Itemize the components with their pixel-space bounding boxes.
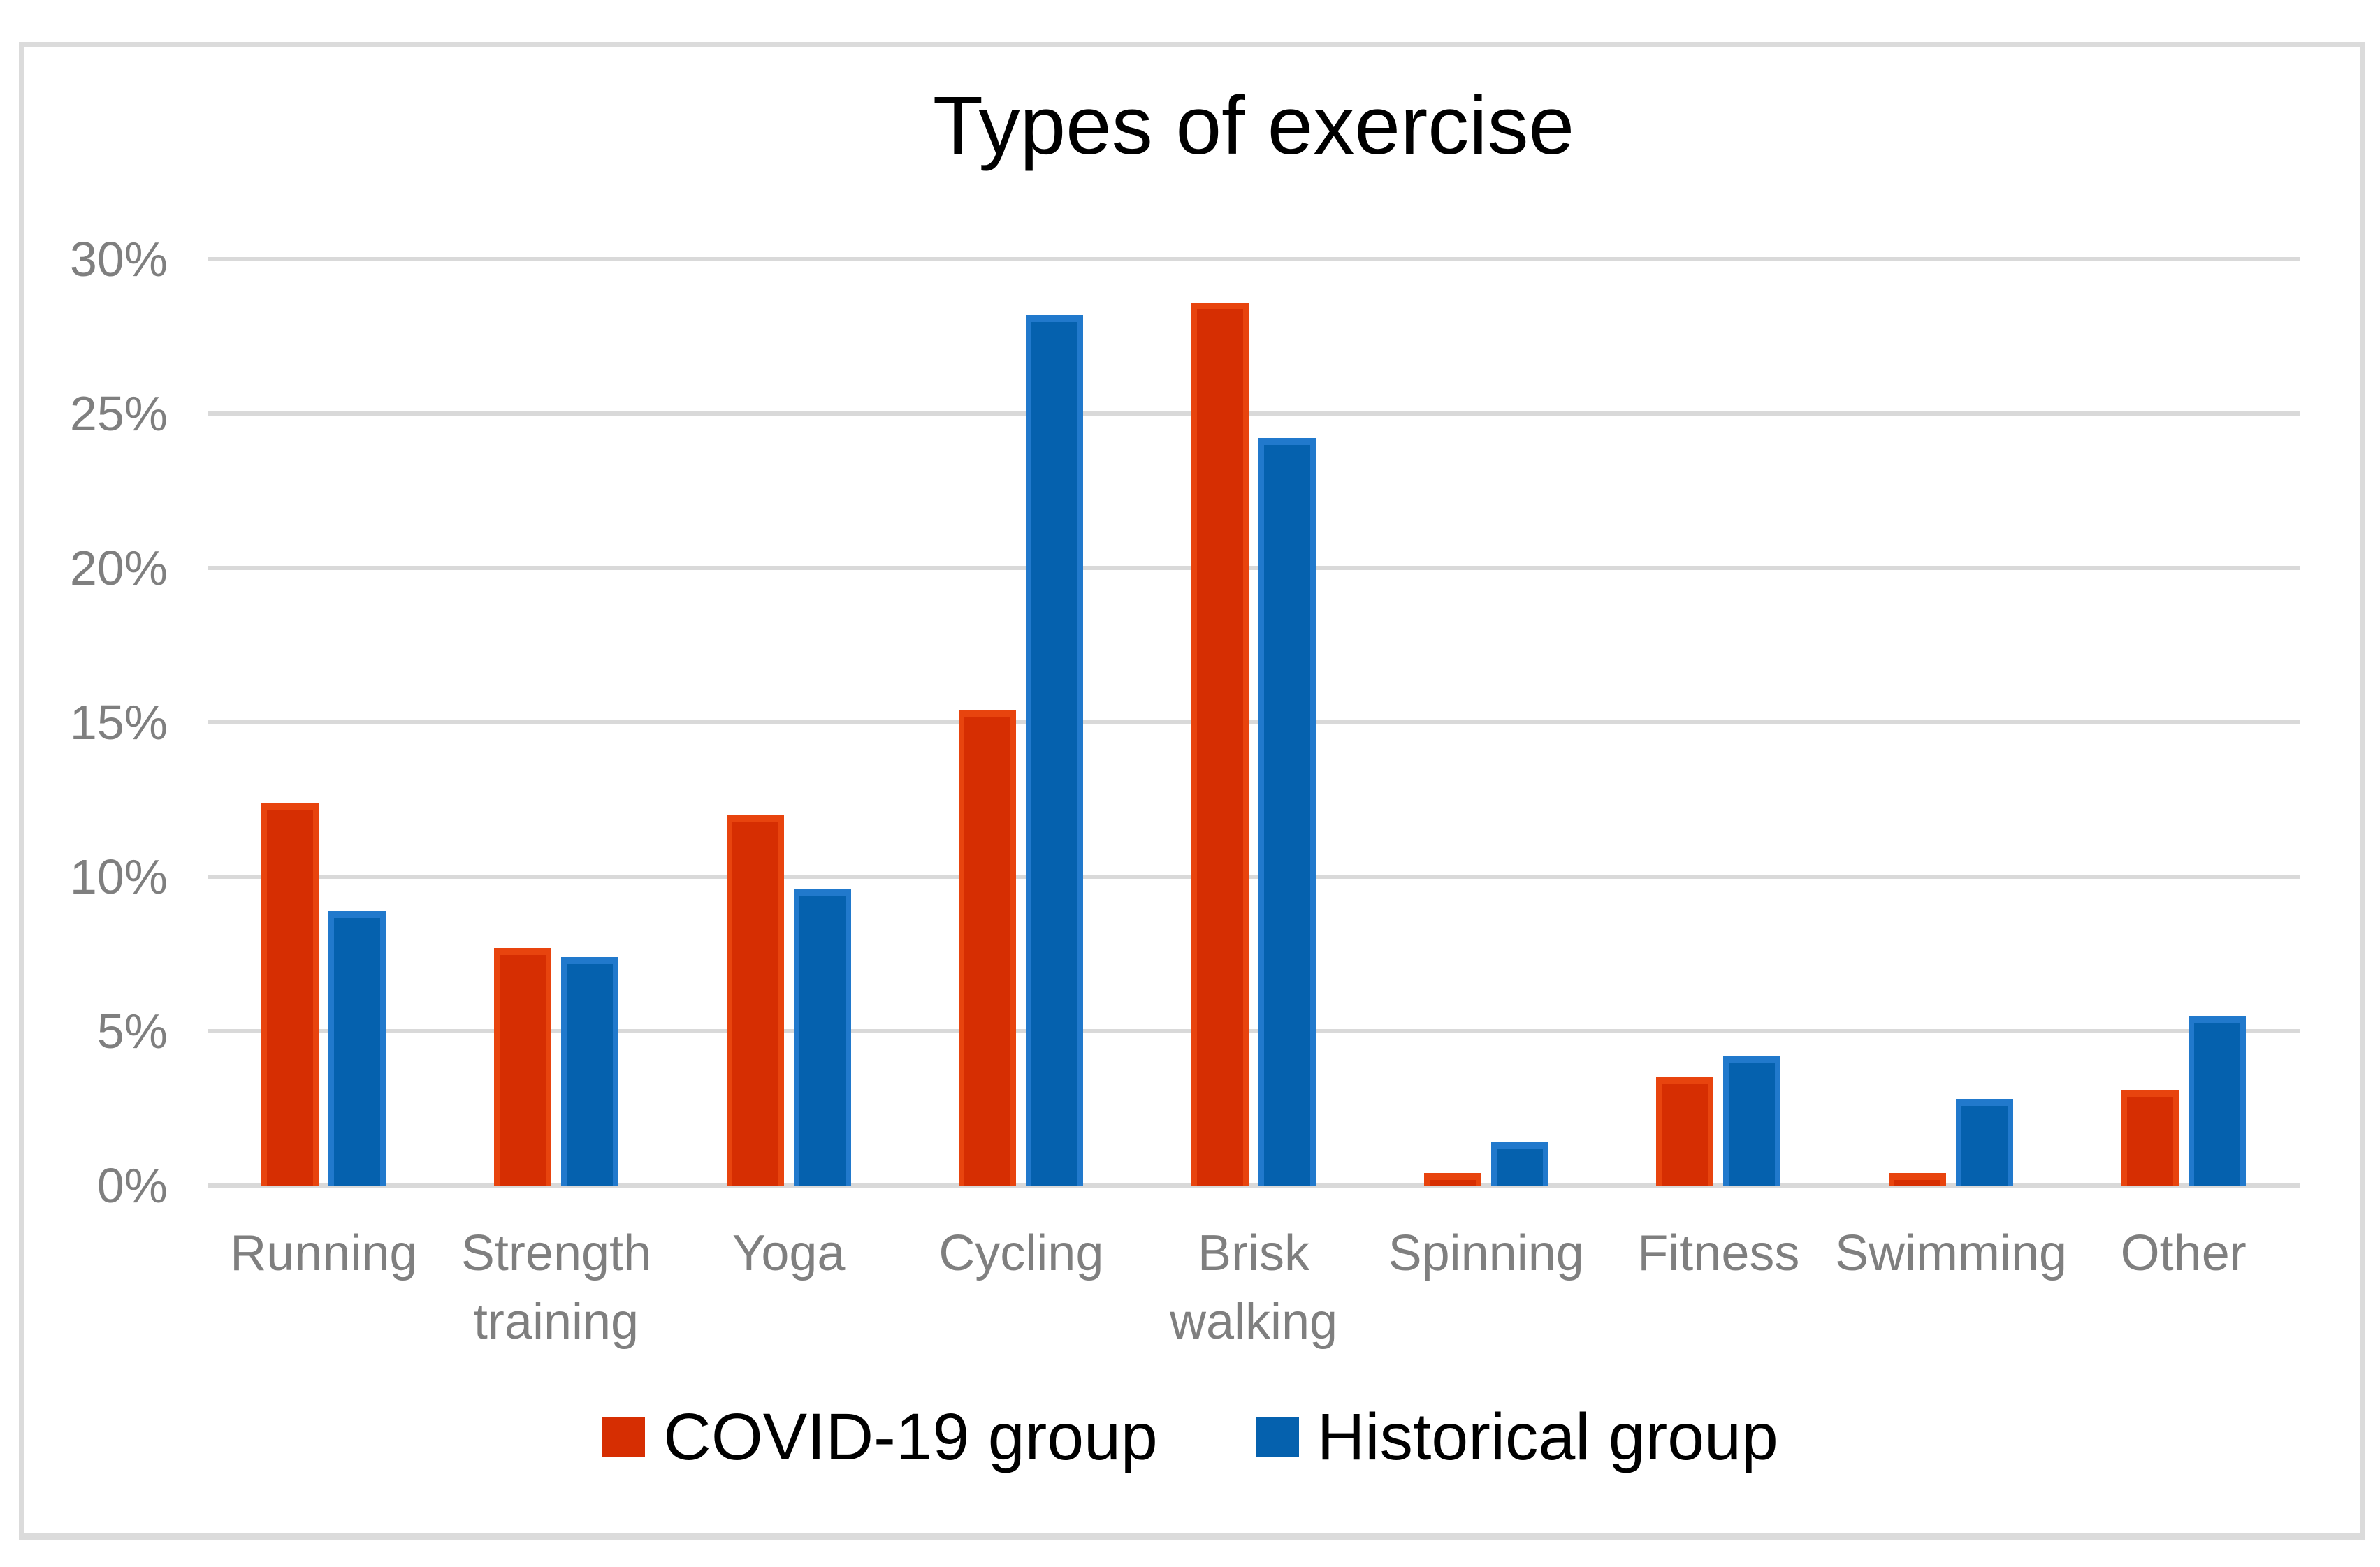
x-axis-category-labels: Running Strength training Yoga Cycling Brisk…: [208, 1219, 2300, 1356]
y-tick-label-10: 10%: [69, 850, 168, 904]
bar-historical-group-fitness: [1723, 1056, 1781, 1186]
gridline-15: [208, 720, 2300, 724]
bar-historical-group-running: [328, 910, 386, 1186]
bar-historical-group-swimming: [1956, 1099, 2014, 1186]
legend-item-historical-group: Historical group: [1255, 1392, 1778, 1482]
gridline-10: [208, 875, 2300, 880]
bar-covid-19-group-strength-training: [494, 947, 551, 1186]
bar-covid-19-group-fitness: [1656, 1077, 1714, 1186]
bar-covid-19-group-brisk-walking: [1191, 302, 1249, 1186]
legend: COVID-19 group Historical group: [0, 1392, 2380, 1482]
y-tick-label-0: 0%: [96, 1158, 168, 1213]
bar-historical-group-spinning: [1490, 1142, 1548, 1186]
plot-area: [208, 257, 2300, 1188]
y-tick-label-25: 25%: [69, 386, 168, 441]
bar-historical-group-strength-training: [561, 956, 618, 1186]
bar-covid-19-group-other: [2121, 1089, 2179, 1186]
category-group-fitness: [1602, 259, 1835, 1186]
x-label-fitness: Fitness: [1637, 1225, 1800, 1281]
bar-historical-group-cycling: [1026, 314, 1084, 1186]
x-label-cycling: Cycling: [938, 1225, 1104, 1281]
x-label-running: Running: [230, 1225, 418, 1281]
x-label-strength-training: Strength training: [460, 1225, 652, 1350]
x-label-yoga: Yoga: [732, 1225, 846, 1281]
category-group-strength-training: [440, 259, 673, 1186]
bar-covid-19-group-yoga: [726, 815, 784, 1186]
y-axis-tick-labels: 0% 5% 10% 15% 20% 25% 30%: [28, 232, 168, 1213]
y-tick-label-5: 5%: [96, 1004, 168, 1058]
x-label-brisk-walking: Brisk walking: [1169, 1225, 1338, 1350]
x-label-other: Other: [2120, 1225, 2247, 1281]
legend-swatch-covid-19-group: [602, 1417, 646, 1457]
bar-covid-19-group-cycling: [959, 710, 1017, 1186]
category-group-brisk-walking: [1138, 259, 1370, 1186]
bar-historical-group-other: [2188, 1015, 2246, 1186]
bar-covid-19-group-spinning: [1423, 1173, 1481, 1186]
y-tick-label-20: 20%: [69, 541, 168, 595]
category-group-swimming: [1835, 259, 2068, 1186]
bar-historical-group-brisk-walking: [1258, 438, 1316, 1186]
gridline-30: [208, 257, 2300, 261]
category-group-cycling: [905, 259, 1138, 1186]
gridline-20: [208, 566, 2300, 571]
gridlines-layer: [208, 257, 2300, 1188]
chart-title: Types of exercise: [932, 80, 1575, 172]
x-label-swimming: Swimming: [1835, 1225, 2068, 1281]
bar-covid-19-group-swimming: [1889, 1173, 1947, 1186]
legend-label-historical-group: Historical group: [1316, 1400, 1778, 1474]
y-tick-label-30: 30%: [69, 232, 168, 286]
category-group-other: [2067, 259, 2300, 1186]
legend-swatch-historical-group: [1255, 1417, 1299, 1457]
category-group-running: [208, 259, 440, 1186]
bar-covid-19-group-running: [261, 802, 319, 1186]
y-tick-label-15: 15%: [69, 695, 168, 750]
gridline-5: [208, 1029, 2300, 1034]
x-label-spinning: Spinning: [1388, 1225, 1584, 1281]
bars-layer: [208, 259, 2300, 1186]
legend-label-covid-19-group: COVID-19 group: [663, 1400, 1158, 1474]
legend-item-covid-19-group: COVID-19 group: [602, 1392, 1158, 1482]
category-group-yoga: [672, 259, 905, 1186]
gridline-0: [208, 1183, 2300, 1188]
category-group-spinning: [1370, 259, 1602, 1186]
bar-historical-group-yoga: [793, 889, 851, 1186]
gridline-25: [208, 411, 2300, 416]
